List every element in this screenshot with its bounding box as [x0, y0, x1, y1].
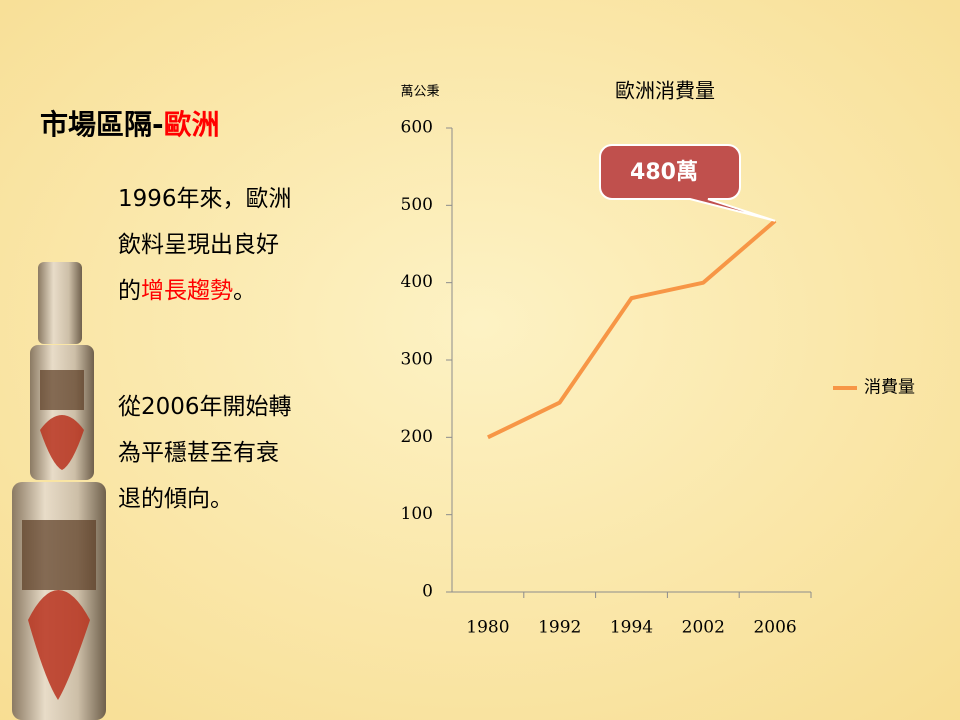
x-tick-label: 1994: [610, 618, 653, 638]
x-tick-label: 2002: [682, 618, 725, 638]
x-tick-label: 1992: [538, 618, 581, 638]
slide-title: 市場區隔-歐洲: [40, 108, 220, 141]
y-tick-label: 500: [401, 195, 433, 215]
x-tick-label: 1980: [466, 618, 509, 638]
can-image: [12, 262, 106, 720]
body-line: 的增長趨勢。: [118, 278, 256, 304]
y-tick-label: 100: [401, 504, 433, 524]
y-axis-label: 萬公秉: [400, 84, 439, 100]
body-line: 為平穩甚至有衰: [118, 440, 279, 466]
chart-title: 歐洲消費量: [615, 79, 715, 103]
y-tick-label: 200: [401, 427, 433, 447]
text-segment: 。: [233, 278, 256, 304]
legend-label: 消費量: [864, 378, 915, 398]
title-segment: 歐洲: [164, 108, 220, 141]
text-segment: 退的傾向。: [118, 486, 233, 512]
y-tick-label: 300: [401, 350, 433, 370]
y-tick-label: 0: [422, 582, 433, 602]
body-line: 從2006年開始轉: [118, 394, 292, 420]
y-tick-label: 400: [401, 272, 433, 292]
x-tick-label: 2006: [753, 618, 796, 638]
body-line: 1996年來，歐洲: [118, 186, 292, 212]
body-line: 飲料呈現出良好: [118, 232, 279, 258]
y-tick-label: 600: [401, 118, 433, 138]
title-segment: 市場區隔-: [40, 108, 164, 141]
text-segment: 從2006年開始轉: [118, 394, 292, 420]
text-segment: 為平穩甚至有衰: [118, 440, 279, 466]
callout: [599, 144, 776, 222]
line-series: [487, 219, 777, 440]
body-text: 1996年來，歐洲飲料呈現出良好的增長趨勢。從2006年開始轉為平穩甚至有衰退的…: [118, 186, 292, 512]
text-segment: 1996年來，歐洲: [118, 186, 292, 212]
text-segment: 的: [118, 278, 141, 304]
text-segment: 增長趨勢: [141, 278, 233, 304]
text-segment: 飲料呈現出良好: [118, 232, 279, 258]
callout-label: 480萬: [630, 160, 698, 185]
body-line: 退的傾向。: [118, 486, 233, 512]
